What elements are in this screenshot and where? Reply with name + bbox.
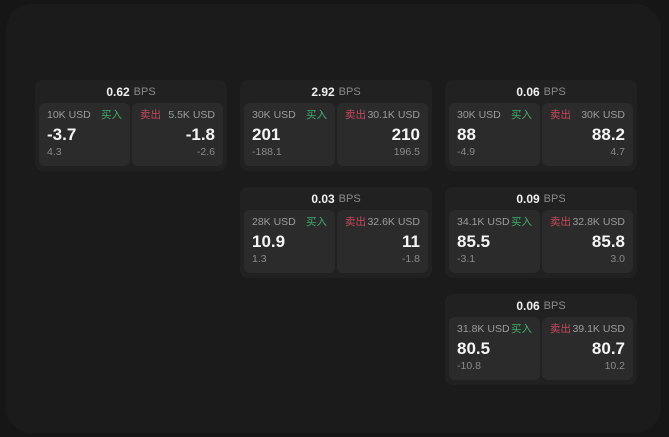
bps-header: 0.62 BPS	[39, 80, 223, 103]
bps-value: 2.92	[311, 84, 335, 99]
quote-card[interactable]: 0.09 BPS 34.1K USD 买入 85.5 -3.1 卖出 32.8K…	[445, 187, 637, 278]
bps-value: 0.06	[516, 84, 540, 99]
main-panel: 0.62 BPS 10K USD 买入 -3.7 4.3 卖出 5.5K USD…	[6, 4, 661, 433]
buy-price-value: 85.5	[457, 232, 491, 251]
sell-side-tag: 卖出	[345, 216, 366, 228]
buy-size-label: 28K USD	[252, 216, 296, 228]
buy-side-panel[interactable]: 10K USD 买入 -3.7 4.3	[39, 103, 130, 166]
sell-price-value: 85.8	[591, 232, 625, 251]
sell-price-value: 88.2	[591, 125, 625, 144]
bps-unit-label: BPS	[133, 85, 156, 98]
sell-side-panel[interactable]: 卖出 32.8K USD 85.8 3.0	[542, 210, 633, 273]
sell-delta-value: 10.2	[604, 360, 625, 373]
buy-size-label: 31.8K USD	[457, 323, 510, 335]
sell-price-value: -1.8	[185, 125, 215, 144]
sell-delta-value: -2.6	[196, 146, 215, 159]
quote-card[interactable]: 2.92 BPS 30K USD 买入 201 -188.1 卖出 30.1K …	[240, 80, 432, 171]
bps-value: 0.09	[516, 191, 540, 206]
sell-side-tag: 卖出	[550, 216, 571, 228]
bps-header: 0.06 BPS	[449, 80, 633, 103]
sell-price-value: 210	[391, 125, 420, 144]
bps-unit-label: BPS	[338, 192, 361, 205]
sell-size-label: 39.1K USD	[572, 323, 625, 335]
bps-header: 2.92 BPS	[244, 80, 428, 103]
bps-header: 0.03 BPS	[244, 187, 428, 210]
buy-size-label: 10K USD	[47, 109, 91, 121]
bps-unit-label: BPS	[543, 299, 566, 312]
cards-grid: 0.62 BPS 10K USD 买入 -3.7 4.3 卖出 5.5K USD…	[35, 80, 637, 385]
bps-unit-label: BPS	[543, 85, 566, 98]
sell-size-label: 32.6K USD	[367, 216, 420, 228]
bps-header: 0.06 BPS	[449, 294, 633, 317]
quote-card[interactable]: 0.06 BPS 30K USD 买入 88 -4.9 卖出 30K USD 8…	[445, 80, 637, 171]
sell-delta-value: -1.8	[401, 253, 420, 266]
buy-size-label: 30K USD	[252, 109, 296, 121]
buy-side-panel[interactable]: 30K USD 买入 201 -188.1	[244, 103, 335, 166]
quote-card[interactable]: 0.03 BPS 28K USD 买入 10.9 1.3 卖出 32.6K US…	[240, 187, 432, 278]
buy-side-panel[interactable]: 31.8K USD 买入 80.5 -10.8	[449, 317, 540, 380]
buy-delta-value: -4.9	[457, 146, 476, 159]
sell-price-value: 11	[402, 232, 420, 251]
buy-price-value: 10.9	[252, 232, 286, 251]
buy-side-panel[interactable]: 28K USD 买入 10.9 1.3	[244, 210, 335, 273]
sell-side-panel[interactable]: 卖出 32.6K USD 11 -1.8	[337, 210, 428, 273]
sell-side-panel[interactable]: 卖出 5.5K USD -1.8 -2.6	[132, 103, 223, 166]
buy-side-panel[interactable]: 30K USD 买入 88 -4.9	[449, 103, 540, 166]
sell-side-tag: 卖出	[550, 109, 571, 121]
sell-side-tag: 卖出	[345, 109, 366, 121]
buy-price-value: 88	[457, 125, 476, 144]
buy-side-tag: 买入	[306, 216, 327, 228]
sell-side-tag: 卖出	[550, 323, 571, 335]
sell-delta-value: 196.5	[393, 146, 420, 159]
buy-delta-value: -188.1	[252, 146, 282, 159]
buy-size-label: 30K USD	[457, 109, 501, 121]
sell-delta-value: 3.0	[610, 253, 625, 266]
bps-unit-label: BPS	[338, 85, 361, 98]
sell-size-label: 5.5K USD	[168, 109, 215, 121]
buy-side-tag: 买入	[511, 109, 532, 121]
sell-side-panel[interactable]: 卖出 30K USD 88.2 4.7	[542, 103, 633, 166]
bps-unit-label: BPS	[543, 192, 566, 205]
buy-price-value: 201	[252, 125, 281, 144]
buy-side-tag: 买入	[101, 109, 122, 121]
sell-delta-value: 4.7	[610, 146, 625, 159]
quote-card[interactable]: 0.06 BPS 31.8K USD 买入 80.5 -10.8 卖出 39.1…	[445, 294, 637, 385]
sell-size-label: 30.1K USD	[367, 109, 420, 121]
buy-delta-value: 4.3	[47, 146, 62, 159]
buy-delta-value: -10.8	[457, 360, 481, 373]
buy-side-tag: 买入	[306, 109, 327, 121]
buy-price-value: -3.7	[47, 125, 77, 144]
buy-delta-value: -3.1	[457, 253, 476, 266]
sell-price-value: 80.7	[591, 339, 625, 358]
buy-size-label: 34.1K USD	[457, 216, 510, 228]
sell-side-panel[interactable]: 卖出 30.1K USD 210 196.5	[337, 103, 428, 166]
sell-side-panel[interactable]: 卖出 39.1K USD 80.7 10.2	[542, 317, 633, 380]
buy-delta-value: 1.3	[252, 253, 267, 266]
buy-price-value: 80.5	[457, 339, 491, 358]
bps-header: 0.09 BPS	[449, 187, 633, 210]
bps-value: 0.06	[516, 298, 540, 313]
sell-size-label: 32.8K USD	[572, 216, 625, 228]
buy-side-tag: 买入	[511, 323, 532, 335]
buy-side-panel[interactable]: 34.1K USD 买入 85.5 -3.1	[449, 210, 540, 273]
sell-side-tag: 卖出	[140, 109, 161, 121]
buy-side-tag: 买入	[511, 216, 532, 228]
quote-card[interactable]: 0.62 BPS 10K USD 买入 -3.7 4.3 卖出 5.5K USD…	[35, 80, 227, 171]
bps-value: 0.62	[106, 84, 130, 99]
bps-value: 0.03	[311, 191, 335, 206]
sell-size-label: 30K USD	[581, 109, 625, 121]
